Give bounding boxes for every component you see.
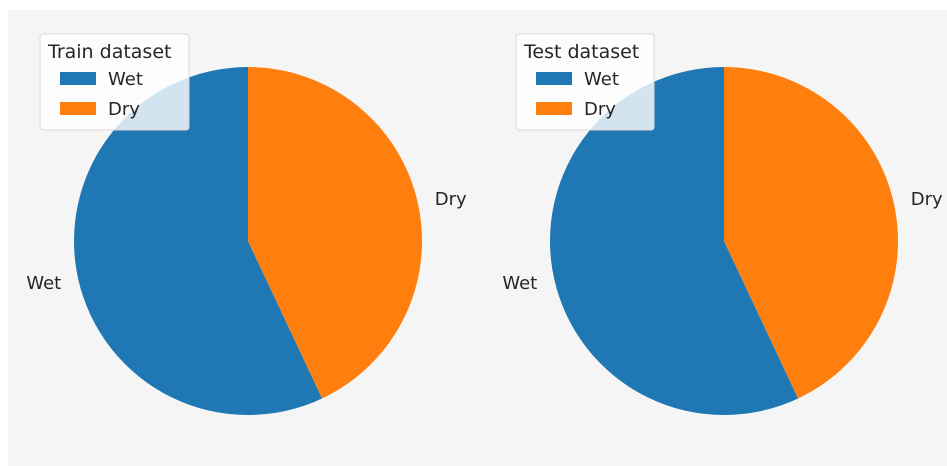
legend-label-wet: Wet bbox=[108, 69, 143, 90]
legend: Test dataset Wet Dry bbox=[515, 33, 655, 131]
legend-swatch-dry bbox=[536, 102, 572, 115]
slice-label-dry: Dry bbox=[435, 189, 467, 210]
slice-label-wet: Wet bbox=[26, 273, 61, 294]
pie-slice-wet bbox=[73, 67, 323, 416]
pie-chart-1: Wet Dry Train dataset Wet Dry bbox=[26, 33, 467, 416]
slice-label-dry: Dry bbox=[911, 189, 943, 210]
pie-slice-dry bbox=[724, 67, 898, 399]
slice-label-wet: Wet bbox=[502, 273, 537, 294]
legend-label-wet: Wet bbox=[584, 69, 619, 90]
legend-label-dry: Dry bbox=[108, 99, 140, 120]
legend-swatch-wet bbox=[536, 72, 572, 85]
pie-chart-2: Wet Dry Test dataset Wet Dry bbox=[502, 33, 943, 416]
legend-swatch-wet bbox=[60, 72, 96, 85]
legend: Train dataset Wet Dry bbox=[39, 33, 190, 131]
legend-swatch-dry bbox=[60, 102, 96, 115]
legend-title: Test dataset bbox=[523, 41, 639, 63]
legend-title: Train dataset bbox=[47, 41, 171, 63]
pie-slice-wet bbox=[549, 67, 799, 416]
pie-slice-dry bbox=[248, 67, 422, 399]
legend-label-dry: Dry bbox=[584, 99, 616, 120]
